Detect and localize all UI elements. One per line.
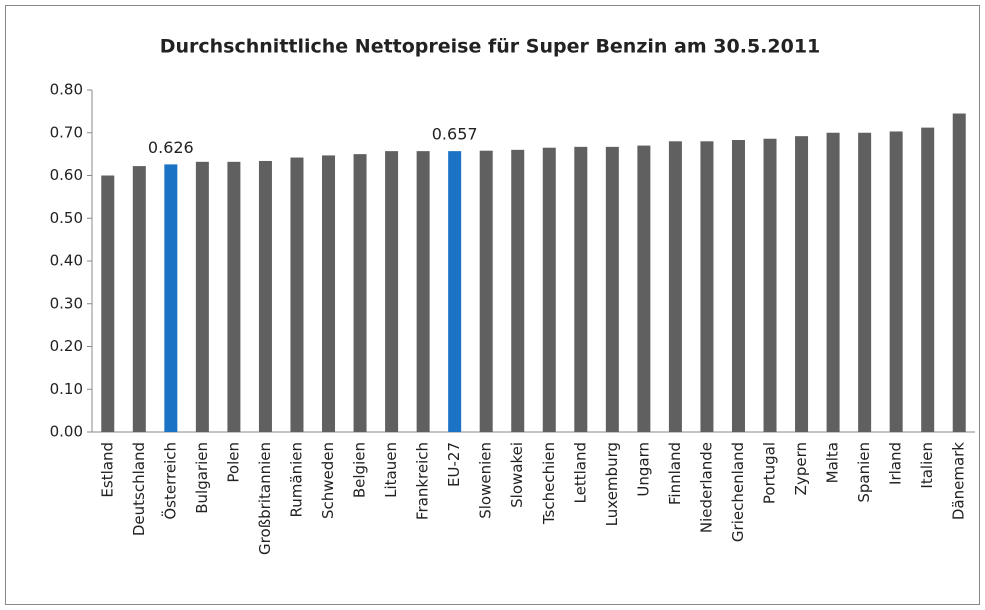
x-tick-label: Niederlande [697,442,715,533]
bar [542,147,556,432]
bar [858,132,872,432]
bar [511,149,525,432]
y-tick-label: 0.20 [50,337,83,355]
bar [952,113,966,432]
bar [668,141,682,433]
bar [637,145,651,432]
x-tick-label: Slowenien [477,442,495,519]
x-tick-label: Estland [98,442,116,498]
bar [605,146,619,433]
x-tick-label: Ungarn [634,442,652,497]
bar [731,140,745,432]
bar [826,132,840,432]
bar [258,160,272,432]
bar [353,154,367,432]
bar [385,151,399,432]
bar [416,151,430,432]
x-tick-label: Slowakei [508,442,526,508]
x-tick-label: Rumänien [287,442,305,517]
x-tick-label: Irland [887,442,905,485]
bar [763,138,777,433]
bar [795,136,809,433]
bar [101,175,115,432]
y-tick-label: 0.30 [50,294,83,312]
y-tick-label: 0.70 [50,123,83,141]
y-tick-label: 0.80 [50,81,83,99]
y-tick-label: 0.10 [50,380,83,398]
bar [322,155,336,432]
y-tick-label: 0.50 [50,209,83,227]
x-tick-label: Deutschland [130,442,148,536]
x-tick-label: Schweden [319,442,337,519]
bar [921,127,935,433]
bar [195,161,209,432]
y-tick-label: 0.00 [50,423,83,441]
y-tick-label: 0.60 [50,166,83,184]
x-tick-label: Malta [824,442,842,483]
bar [290,157,304,433]
bar [227,161,241,432]
x-tick-label: Belgien [351,442,369,498]
x-tick-label: Italien [918,442,936,489]
data-label: 0.657 [432,125,478,144]
x-tick-label: Polen [224,442,242,483]
bar [574,146,588,433]
bar [132,166,146,432]
chart-title: Durchschnittliche Nettopreise für Super … [160,36,821,58]
y-tick-label: 0.40 [50,252,83,270]
x-tick-label: Tschechien [540,442,558,525]
bar [479,150,493,432]
x-tick-label: Lettland [571,442,589,503]
x-tick-label: Portugal [761,442,779,504]
x-tick-label: Finnland [666,442,684,505]
x-tick-label: Dänemark [950,442,968,520]
x-tick-label: Bulgarien [193,442,211,514]
bar [889,131,903,432]
x-tick-label: Litauen [382,442,400,498]
bar [700,141,714,433]
data-label: 0.626 [148,138,194,157]
x-tick-label: EU-27 [445,442,463,487]
x-tick-label: Frankreich [414,442,432,520]
x-tick-label: Zypern [792,442,810,495]
x-tick-label: Luxemburg [603,442,621,526]
bar [164,164,178,432]
x-tick-label: Österreich [160,442,179,520]
bar [448,151,462,432]
x-tick-label: Spanien [855,442,873,503]
x-tick-label: Großbritannien [256,442,274,555]
x-tick-label: Griechenland [729,442,747,542]
